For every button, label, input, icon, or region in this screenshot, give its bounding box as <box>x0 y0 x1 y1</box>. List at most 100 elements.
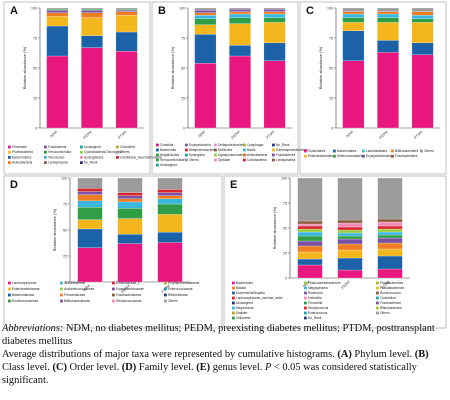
legend-label-d: Porphyromonadaceae <box>168 281 200 285</box>
legend-swatch-e <box>304 311 307 315</box>
legend-label-b: Mollicutes <box>218 148 233 152</box>
legend-label-b: Bacteroidia <box>160 148 176 152</box>
bar-segment-e-ptdm-escherichia-shigella <box>377 255 403 270</box>
legend-swatch-d <box>60 281 63 285</box>
bar-segment-b-ptdm-erysipelotrichia <box>263 9 286 12</box>
bar-segment-c-pedm-enterobacteriales <box>377 22 399 41</box>
legend-swatch-a <box>80 156 83 159</box>
legend-swatch-c <box>333 149 336 153</box>
bar-segment-c-ptdm-clostridiales <box>411 54 434 129</box>
legend-label-d: Erysipelotrichaceae <box>116 287 144 291</box>
bar-segment-e-ptdm-blautia <box>377 242 403 250</box>
bar-segment-a-ndm-actinobacteria <box>46 12 69 17</box>
bar-segment-c-ndm-clostridiales <box>342 60 365 129</box>
legend-swatch-d <box>164 293 167 297</box>
legend-label-e: Dialister <box>236 311 248 315</box>
legend-label-e: Fusobacterium <box>380 301 401 305</box>
legend-swatch-b <box>272 143 275 147</box>
bar-segment-e-ndm-klebsiella <box>297 223 323 227</box>
bar-segment-b-ndm-erysipelotrichia <box>194 10 217 13</box>
panel-a-y-tick-label: 0 <box>35 127 37 131</box>
bar-segment-e-ptdm-prevotella <box>377 234 403 239</box>
legend-label-e: Enterococcus <box>308 311 328 315</box>
panel-d-y-tick-label: 50 <box>63 229 67 233</box>
bar-segment-d-ndm-bacteroidaceae <box>77 228 103 248</box>
legend-swatch-e <box>232 316 235 320</box>
legend-label-b: Others <box>189 158 199 162</box>
legend-label-e: Blautia <box>236 286 246 290</box>
bar-segment-e-ptdm-faecalibacterium <box>377 248 403 257</box>
legend-label-b: Actinobacteria <box>247 153 267 157</box>
legend-swatch-b <box>156 143 159 147</box>
bar-segment-a-ndm-fusobacteria <box>46 10 69 13</box>
legend-label-e: No_Rank <box>308 316 322 320</box>
bar-segment-d-ndm-others <box>77 177 103 189</box>
bar-segment-d-pedm-bifidobacteriaceae <box>117 195 143 199</box>
legend-label-e: Parabacteroides <box>380 281 404 285</box>
legend-swatch-a <box>8 150 11 154</box>
abbreviations-text: NDM, no diabetes mellitus; PEDM, preexis… <box>2 323 435 347</box>
legend-swatch-b <box>243 148 246 152</box>
legend-label-d: Ruminococcaceae <box>12 299 38 303</box>
bar-segment-e-ndm-prevotella <box>297 235 323 242</box>
bar-segment-c-pedm-lactobacillales <box>377 13 399 18</box>
legend-label-e: Phascolarctobacterium <box>308 281 341 285</box>
legend-swatch-a <box>44 150 47 154</box>
legend-swatch-d <box>8 293 11 297</box>
legend-swatch-c <box>304 149 307 153</box>
bar-segment-d-ptdm-streptococcaceae <box>157 189 183 193</box>
legend-label-a: No_Rank <box>84 161 98 165</box>
bar-segment-a-pedm-proteobacteria <box>81 17 103 36</box>
panel-a-y-tick-label: 75 <box>33 37 37 41</box>
bar-segment-a-ndm-bacteroidetes <box>46 25 69 57</box>
legend-swatch-b <box>243 153 246 157</box>
legend-label-a: Cyanobacteria/Chloroplast <box>84 150 122 154</box>
panel-c-tag: (C) <box>52 361 67 373</box>
panel-d-y-tick-label: 25 <box>63 255 67 259</box>
bar-segment-d-pedm-veillonellaceae <box>117 201 143 209</box>
bar-segment-d-ptdm-enterobacteriaceae <box>157 214 183 233</box>
legend-label-d: Veillonellaceae <box>64 281 85 285</box>
panel-d-category-label: NDM <box>82 284 91 293</box>
bar-segment-a-pedm-actinobacteria <box>81 12 103 18</box>
bar-segment-c-ndm-bacteroidales <box>342 30 365 61</box>
legend-swatch-e <box>304 296 307 300</box>
panel-c-text: Order level. <box>66 361 122 373</box>
bar-segment-e-ptdm-ruminococcus <box>377 218 403 223</box>
legend-label-e: Faecalibacterium <box>380 286 405 290</box>
bar-segment-b-ndm-bacteroidia <box>194 34 217 64</box>
legend-swatch-b <box>185 153 188 157</box>
legend-label-b: Opitutae <box>218 158 230 162</box>
panel-c-category-label: NDM <box>345 130 354 139</box>
legend-swatch-d <box>60 287 63 291</box>
legend-label-c: Bacteroidales <box>337 149 357 153</box>
panel-d-tag: (D) <box>121 361 137 373</box>
legend-swatch-e <box>376 301 379 305</box>
legend-label-d: Rikenellaceae <box>168 293 188 297</box>
bar-segment-a-pedm-verrucomicrobia <box>81 9 103 11</box>
bar-segment-e-ndm-bacteroides <box>297 264 323 279</box>
legend-label-a: Others <box>120 150 130 154</box>
legend-label-e: Unassigned <box>236 301 253 305</box>
legend-label-a: Candidatus_Saccharibacteria <box>120 155 162 159</box>
panel-a-frame <box>3 1 151 175</box>
legend-swatch-e <box>232 301 235 305</box>
bar-segment-c-ndm-bifidobacteriales <box>342 11 365 15</box>
panel-e-y-tick-label: 0 <box>285 277 287 281</box>
legend-swatch-a <box>80 161 83 164</box>
legend-swatch-a <box>44 145 47 149</box>
bar-segment-b-pedm-erysipelotrichia <box>229 9 251 12</box>
legend-swatch-e <box>376 281 379 285</box>
bar-segment-a-ndm-verrucomicrobia <box>46 9 69 11</box>
panel-a-category-label: PTDM <box>117 130 127 140</box>
legend-swatch-e <box>376 311 379 315</box>
legend-swatch-c <box>333 154 336 158</box>
legend-label-e: Megasphaera <box>308 286 328 290</box>
legend-swatch-e <box>304 281 307 285</box>
bar-segment-b-ptdm-bacteroidia <box>263 42 286 61</box>
legend-swatch-d <box>8 281 11 285</box>
legend-swatch-d <box>8 287 11 291</box>
bar-segment-b-ptdm-clostridia <box>263 60 286 129</box>
legend-label-b: Fusobacteriia <box>276 153 295 157</box>
legend-label-e: Others <box>380 311 390 315</box>
